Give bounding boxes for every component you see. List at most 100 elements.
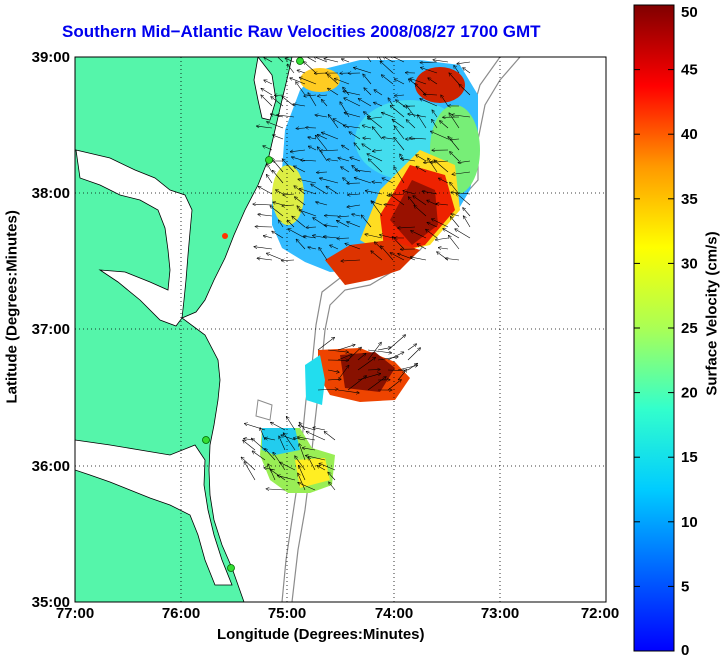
site-marker <box>296 57 304 65</box>
velocity-vector <box>421 67 438 74</box>
velocity-vector <box>326 186 339 195</box>
velocity-vector <box>426 229 438 239</box>
velocity-vector <box>297 70 306 74</box>
velocity-vector <box>303 57 317 63</box>
velocity-vector <box>403 191 416 195</box>
velocity-vector <box>271 422 286 431</box>
velocity-vector <box>317 389 338 390</box>
velocity-vector <box>299 466 306 481</box>
velocity-vector <box>320 150 339 151</box>
velocity-vector <box>361 215 372 228</box>
velocity-vector <box>410 78 427 85</box>
velocity-vector <box>431 131 449 140</box>
velocity-vector <box>413 196 427 206</box>
velocity-vector <box>263 146 273 151</box>
velocity-vector <box>342 59 350 63</box>
velocity-vector <box>387 370 405 371</box>
velocity-vector <box>451 192 471 194</box>
velocity-vector <box>299 77 317 85</box>
velocity-vector <box>373 150 383 151</box>
colorbar-tick-label: 35 <box>681 191 698 208</box>
velocity-vector <box>354 178 372 184</box>
velocity-vector <box>355 170 372 173</box>
velocity-vector <box>302 448 316 451</box>
velocity-vector <box>296 239 306 250</box>
velocity-vector <box>258 214 273 216</box>
velocity-vector <box>367 349 392 353</box>
velocity-vector <box>452 115 471 118</box>
velocity-vector <box>387 352 404 361</box>
velocity-vector <box>313 428 326 431</box>
velocity-vector <box>328 88 339 96</box>
velocity-vector <box>357 374 381 381</box>
velocity-vector <box>365 234 383 239</box>
velocity-vector <box>364 88 372 96</box>
velocity-vector <box>410 138 427 139</box>
velocity-vector <box>290 150 306 152</box>
velocity-vector <box>318 95 328 96</box>
velocity-vector <box>324 225 339 227</box>
velocity-vector <box>407 344 416 351</box>
velocity-vector <box>273 135 284 140</box>
velocity-vector <box>367 154 383 162</box>
velocity-vector <box>308 146 317 151</box>
velocity-vector <box>367 377 386 391</box>
velocity-vector <box>345 243 361 250</box>
velocity-vector <box>347 204 361 207</box>
velocity-vector <box>276 190 284 195</box>
velocity-vector <box>407 363 417 371</box>
velocity-vector <box>292 216 306 228</box>
velocity-vector <box>350 157 361 162</box>
velocity-vector <box>374 102 383 107</box>
velocity-vector <box>279 436 286 451</box>
x-tick-label: 74:00 <box>375 605 413 622</box>
velocity-vector <box>449 73 460 85</box>
velocity-vector <box>362 125 372 129</box>
velocity-vector <box>394 79 405 85</box>
velocity-vector <box>308 93 317 107</box>
velocity-vector <box>293 104 306 106</box>
velocity-vector <box>308 457 316 471</box>
velocity-vector <box>264 80 273 85</box>
velocity-vector <box>454 66 460 74</box>
velocity-vector <box>380 235 394 239</box>
velocity-vector <box>348 194 361 195</box>
velocity-vector <box>252 438 266 451</box>
velocity-vector <box>367 57 372 63</box>
velocity-vector <box>322 132 339 140</box>
velocity-vector <box>241 457 256 471</box>
x-tick-label: 76:00 <box>162 605 200 622</box>
velocity-vector <box>408 197 416 206</box>
velocity-vector <box>395 95 405 96</box>
velocity-vector <box>363 138 372 139</box>
velocity-vector <box>282 260 295 261</box>
velocity-patch-w-yellow <box>272 165 304 225</box>
velocity-vector <box>282 205 295 206</box>
velocity-vector <box>436 204 449 205</box>
velocity-vector <box>341 167 350 173</box>
velocity-vector <box>439 178 449 184</box>
velocity-vector <box>382 113 394 118</box>
velocity-vector <box>394 167 405 184</box>
velocity-vector <box>271 97 284 107</box>
velocity-vector <box>254 247 273 250</box>
velocity-patch-south-red <box>325 240 420 285</box>
y-tick-label: 35:00 <box>32 594 70 611</box>
x-ticks: 77:00 76:00 75:00 74:00 73:00 72:00 <box>56 605 619 622</box>
velocity-vector <box>371 251 383 261</box>
velocity-vector <box>315 115 328 118</box>
velocity-vector <box>285 58 295 63</box>
velocity-vector <box>390 57 405 63</box>
velocity-vector <box>338 158 350 162</box>
velocity-vector <box>283 433 296 451</box>
velocity-vector <box>392 237 405 250</box>
velocity-vector <box>278 476 296 481</box>
velocity-vector <box>290 78 306 85</box>
velocity-vector <box>277 57 284 63</box>
velocity-vector <box>294 166 306 173</box>
grid <box>75 57 606 602</box>
velocity-vector <box>316 202 328 206</box>
velocity-vector <box>337 354 352 361</box>
